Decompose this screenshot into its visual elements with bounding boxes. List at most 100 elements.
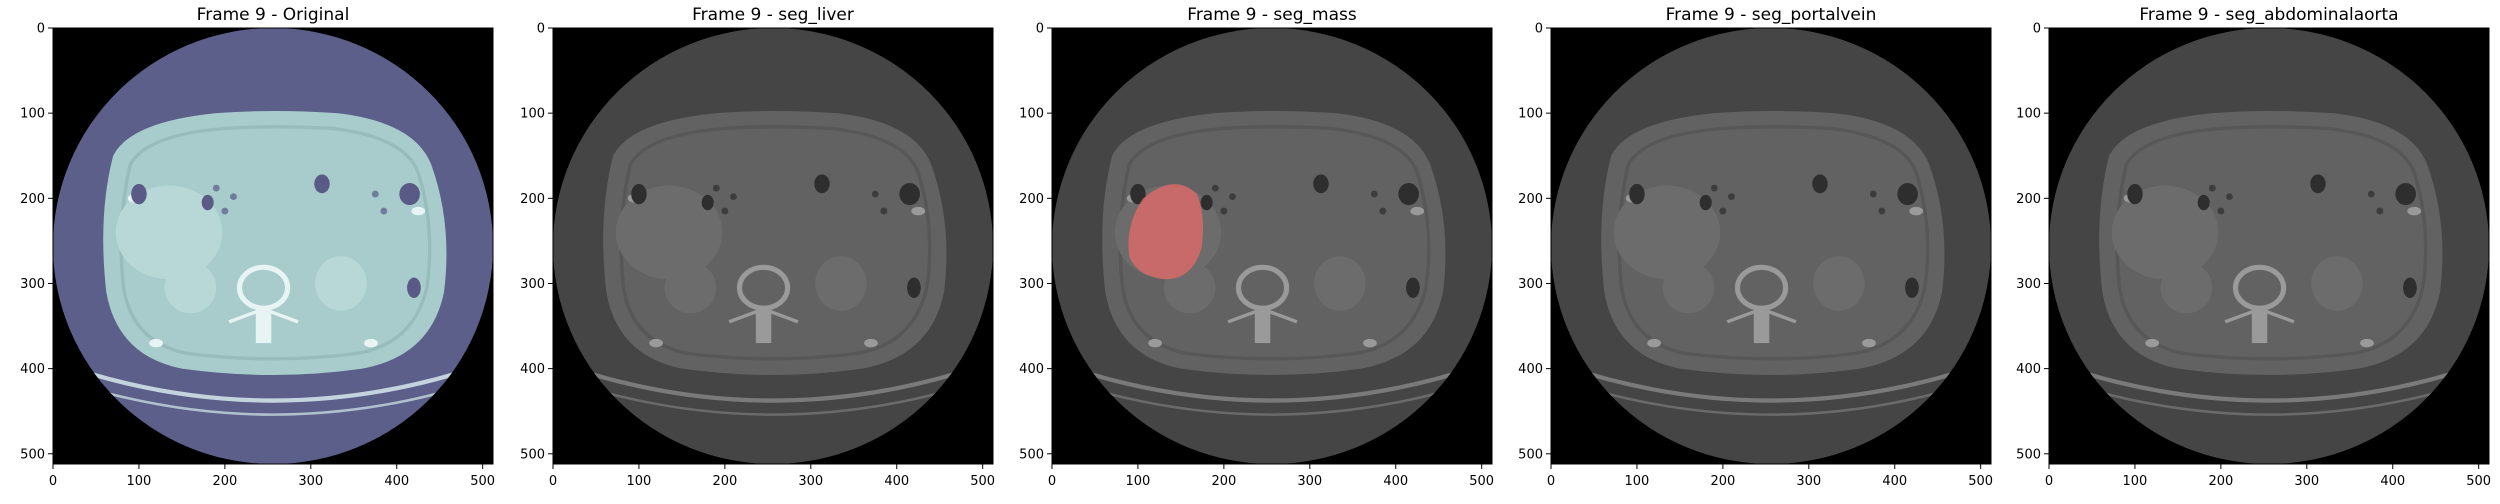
liver-region [1613, 185, 1721, 280]
gas-pocket [314, 174, 330, 194]
rib [864, 338, 878, 348]
y-tick-label: 400 [20, 362, 45, 377]
gas-pocket [907, 277, 921, 298]
gas-pocket [1406, 277, 1420, 298]
x-tick-label: 400 [884, 474, 909, 489]
x-tick-label: 200 [712, 474, 737, 489]
panel-title: Frame 9 - Original [197, 5, 350, 25]
y-tick-label: 100 [1518, 107, 1543, 122]
x-tick-label: 500 [2466, 474, 2491, 489]
gas-pocket [2310, 174, 2326, 194]
table-arc [1085, 370, 1459, 403]
x-tick-label: 300 [298, 474, 323, 489]
y-tick-label: 400 [520, 362, 545, 377]
gas-pocket [631, 183, 647, 205]
image-area [2049, 28, 2489, 465]
panel-title: Frame 9 - seg_portalvein [1666, 5, 1877, 25]
gas-pocket [399, 182, 420, 206]
kidney-left [1314, 256, 1366, 311]
y-tick-label: 100 [520, 107, 545, 122]
table-arc [586, 370, 960, 403]
table-arc [86, 370, 460, 403]
rib [1410, 206, 1425, 216]
axes-frame [1550, 27, 1992, 465]
x-tick-label: 500 [1968, 474, 1993, 489]
gas-pocket [814, 174, 830, 194]
y-tick-label: 0 [2033, 22, 2041, 37]
y-tick-label: 400 [1518, 362, 1543, 377]
x-tick-label: 400 [1882, 474, 1907, 489]
liver-region [615, 185, 723, 280]
x-tick-label: 200 [1211, 474, 1236, 489]
kidney-left [815, 256, 867, 311]
kidney-right [1662, 262, 1715, 314]
rib [2407, 206, 2422, 216]
gas-pocket [1200, 194, 1213, 211]
gas-pocket [1905, 277, 1919, 298]
rib [364, 338, 378, 348]
gas-pocket [201, 194, 214, 211]
y-tick-label: 300 [20, 277, 45, 292]
y-tick-label: 500 [2016, 447, 2041, 462]
rib [1148, 338, 1162, 348]
gas-pocket [1398, 182, 1419, 206]
image-area [553, 28, 993, 465]
rib [149, 338, 163, 348]
panel-title: Frame 9 - seg_abdominalaorta [2139, 5, 2398, 25]
kidney-right [164, 262, 217, 314]
kidney-right [664, 262, 717, 314]
x-tick-label: 200 [2208, 474, 2233, 489]
x-tick-label: 500 [470, 474, 495, 489]
y-tick-label: 400 [2016, 362, 2041, 377]
x-tick-label: 100 [1126, 474, 1151, 489]
x-tick-label: 200 [212, 474, 237, 489]
gas-pocket [899, 182, 920, 206]
x-tick-label: 300 [1796, 474, 1821, 489]
x-tick-label: 100 [1625, 474, 1650, 489]
y-tick-label: 0 [537, 22, 545, 37]
x-tick-label: 200 [1710, 474, 1735, 489]
x-tick-label: 500 [970, 474, 995, 489]
ct-scan-image [1551, 28, 1991, 465]
y-tick-label: 500 [20, 447, 45, 462]
x-tick-label: 100 [627, 474, 652, 489]
gas-pocket [2197, 194, 2210, 211]
kidney-left [315, 256, 367, 311]
gas-pocket [1130, 183, 1146, 205]
kidney-left [2311, 256, 2363, 311]
x-tick-label: 400 [384, 474, 409, 489]
table-arc [1584, 370, 1958, 403]
y-tick-label: 0 [1535, 22, 1543, 37]
rib [1647, 338, 1661, 348]
gas-pocket [1897, 182, 1918, 206]
rib [649, 338, 663, 348]
gas-pocket [131, 183, 147, 205]
panel-title: Frame 9 - seg_mass [1187, 5, 1357, 25]
x-tick-label: 400 [2380, 474, 2405, 489]
gas-pocket [2395, 182, 2416, 206]
x-tick-label: 300 [798, 474, 823, 489]
rib [2360, 338, 2374, 348]
x-tick-label: 500 [1469, 474, 1494, 489]
panel-seg_portalvein: Frame 9 - seg_portalvein 0 100 200 300 400 500… [1518, 5, 1993, 489]
x-tick-label: 100 [127, 474, 152, 489]
y-tick-label: 400 [1019, 362, 1044, 377]
y-tick-label: 300 [520, 277, 545, 292]
rib [1909, 206, 1924, 216]
table-arc [2082, 370, 2456, 403]
ct-scan-image [553, 28, 993, 465]
gas-pocket [407, 277, 421, 298]
y-tick-label: 300 [1019, 277, 1044, 292]
rib [411, 206, 426, 216]
rib [2145, 338, 2159, 348]
rib [1363, 338, 1377, 348]
y-tick-label: 100 [1019, 107, 1044, 122]
y-tick-label: 500 [1518, 447, 1543, 462]
y-tick-label: 200 [520, 192, 545, 207]
x-tick-label: 300 [2294, 474, 2319, 489]
rib [911, 206, 926, 216]
segmentation-mask [1128, 184, 1204, 280]
gas-pocket [701, 194, 714, 211]
